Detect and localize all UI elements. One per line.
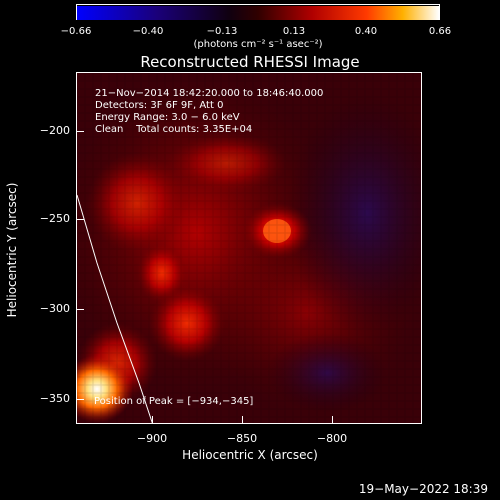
colorbar-tick-6: 0.66	[428, 26, 452, 37]
colorbar-gradient	[77, 6, 439, 20]
colorbar-tick-3: −0.13	[206, 26, 238, 37]
colorbar-tick-4: 0.13	[282, 26, 306, 37]
ytick-mark-4	[76, 399, 84, 400]
info-detectors: Detectors: 3F 6F 9F, Att 0	[95, 100, 224, 111]
xtick-mark-3	[332, 416, 333, 424]
image-panel	[76, 72, 422, 424]
ytick-4: −350	[39, 392, 70, 405]
ytick-1: −200	[39, 124, 70, 137]
xtick-3: −800	[316, 432, 348, 445]
xtick-mark-2	[242, 416, 243, 424]
ytick-mark-3	[76, 309, 84, 310]
colorbar	[76, 4, 440, 20]
image-title: Reconstructed RHESSI Image	[140, 53, 360, 71]
ytick-mark-1	[76, 131, 84, 132]
colorbar-tick-5: 0.40	[354, 26, 378, 37]
colorbar-unit: (photons cm⁻² s⁻¹ asec⁻²)	[193, 39, 323, 50]
colorbar-tick-1: −0.66	[60, 26, 92, 37]
info-time: 21−Nov−2014 18:42:20.000 to 18:46:40.000	[95, 88, 324, 99]
y-axis-label: Heliocentric Y (arcsec)	[5, 182, 19, 318]
colorbar-tick-2: −0.40	[132, 26, 164, 37]
timestamp: 19−May−2022 18:39	[358, 482, 488, 496]
ytick-3: −300	[39, 302, 70, 315]
ytick-mark-2	[76, 219, 84, 220]
x-axis-label: Heliocentric X (arcsec)	[182, 448, 318, 462]
xtick-1: −900	[136, 432, 168, 445]
xtick-2: −850	[226, 432, 258, 445]
info-energy: Energy Range: 3.0 − 6.0 keV	[95, 112, 240, 123]
info-counts: Clean Total counts: 3.35E+04	[95, 124, 253, 135]
xtick-mark-1	[152, 416, 153, 424]
solar-image	[77, 73, 421, 423]
ytick-2: −250	[39, 212, 70, 225]
peak-position: Position of Peak = [−934,−345]	[94, 396, 254, 407]
limb-line	[77, 194, 153, 423]
